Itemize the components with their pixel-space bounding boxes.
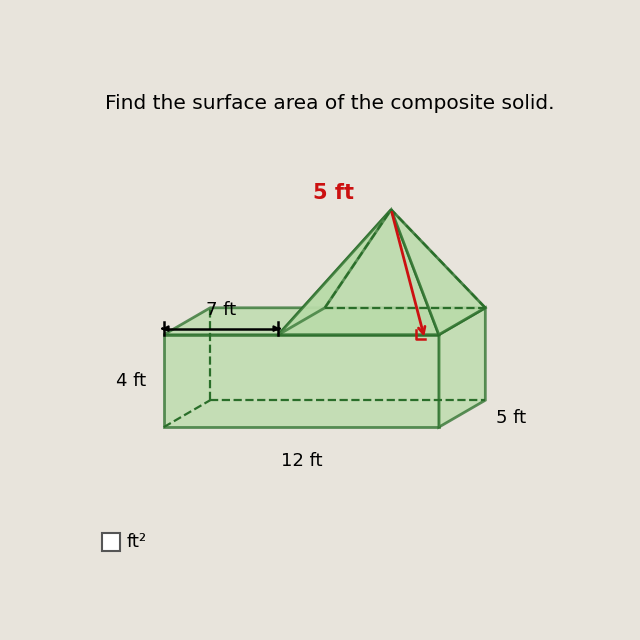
Text: 4 ft: 4 ft [116,372,146,390]
Text: 12 ft: 12 ft [280,452,322,470]
Polygon shape [278,210,391,335]
Polygon shape [391,210,485,335]
Text: 5 ft: 5 ft [496,408,526,426]
Text: ft²: ft² [127,533,147,551]
Polygon shape [164,335,439,427]
Text: Find the surface area of the composite solid.: Find the surface area of the composite s… [105,93,554,113]
Polygon shape [439,308,485,427]
Polygon shape [278,210,439,335]
FancyBboxPatch shape [102,532,120,551]
Polygon shape [164,308,485,335]
Text: 7 ft: 7 ft [206,301,236,319]
Text: 5 ft: 5 ft [312,184,353,204]
